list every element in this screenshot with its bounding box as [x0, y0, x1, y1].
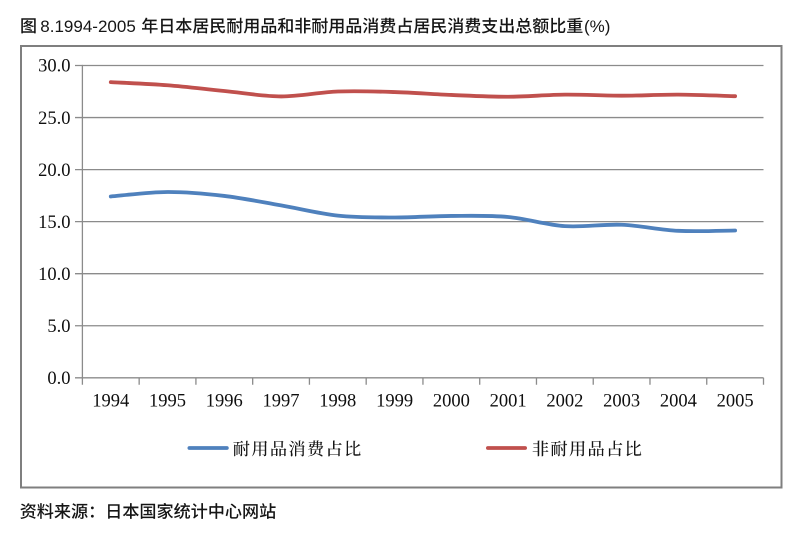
svg-text:2005: 2005	[717, 391, 754, 411]
svg-text:10.0: 10.0	[38, 265, 70, 285]
svg-text:0.0: 0.0	[47, 369, 70, 389]
svg-text:20.0: 20.0	[38, 161, 70, 181]
svg-text:1997: 1997	[263, 391, 300, 411]
svg-text:8.1994-2005: 8.1994-2005	[40, 17, 135, 36]
svg-text:2001: 2001	[490, 391, 527, 411]
svg-text:1998: 1998	[319, 391, 356, 411]
svg-text:2002: 2002	[546, 391, 583, 411]
svg-text:2004: 2004	[660, 391, 697, 411]
svg-text:1996: 1996	[206, 391, 243, 411]
svg-text:1994: 1994	[92, 391, 129, 411]
svg-text:30.0: 30.0	[38, 57, 70, 77]
svg-text:5.0: 5.0	[47, 317, 70, 337]
svg-text:1999: 1999	[376, 391, 413, 411]
svg-text:(%): (%)	[584, 17, 610, 36]
svg-text:25.0: 25.0	[38, 109, 70, 129]
svg-text:2003: 2003	[603, 391, 640, 411]
svg-text:15.0: 15.0	[38, 213, 70, 233]
svg-text:2000: 2000	[433, 391, 470, 411]
svg-text:1995: 1995	[149, 391, 186, 411]
